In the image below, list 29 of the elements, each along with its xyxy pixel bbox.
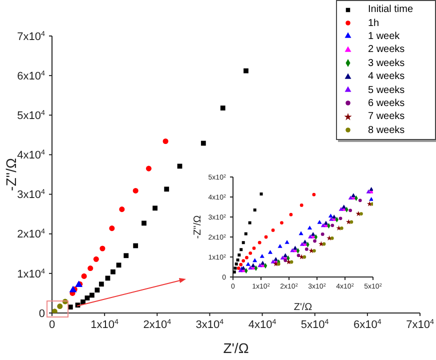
legend-label: 6 weeks [368,98,405,109]
legend-label: 2 weeks [368,44,405,56]
x-tick-label: 0 [48,318,56,331]
x-axis-title: Z'/Ω [223,340,249,356]
y-axis-title: -Z''/Ω [192,214,204,239]
x-tick-label: 1x10$^{4}$ [90,318,119,331]
legend-label: Initial time [368,4,414,16]
x-tick-label: 7x10$^{4}$ [406,318,434,331]
legend-label: 1 week [368,30,400,42]
x-tick-label: 4x10$^{4}$ [248,318,276,331]
y-tick-label: 3x10$^{4}$ [17,188,46,202]
y-tick-label: 0 [38,308,45,320]
y-axis-title: -Z''/Ω [2,158,19,191]
y-tick-label: 2x10$^{4}$ [17,228,46,241]
legend-label: 5 weeks [368,84,405,96]
legend-label: 3 weeks [368,58,405,69]
x-tick-label: 5x10$^{4}$ [300,318,329,331]
y-tick-label: 7x10$^{4}$ [17,30,46,43]
y-tick-label: 4x10$^{4}$ [17,148,46,162]
legend-label: 1h [368,18,380,29]
x-tick-label: 6x10$^{4}$ [354,318,382,331]
x-axis-title: Z'/Ω [294,302,313,313]
x-tick-label: 2x10$^{4}$ [143,318,172,331]
y-tick-label: 1x10$^{4}$ [17,267,46,280]
y-tick-label: 5x10$^{4}$ [17,108,46,122]
legend-label: 7 weeks [368,111,405,122]
legend-label: 4 weeks [368,71,405,82]
legend-label: 8 weeks [368,124,405,136]
y-tick-label: 6x10$^{4}$ [17,69,46,82]
